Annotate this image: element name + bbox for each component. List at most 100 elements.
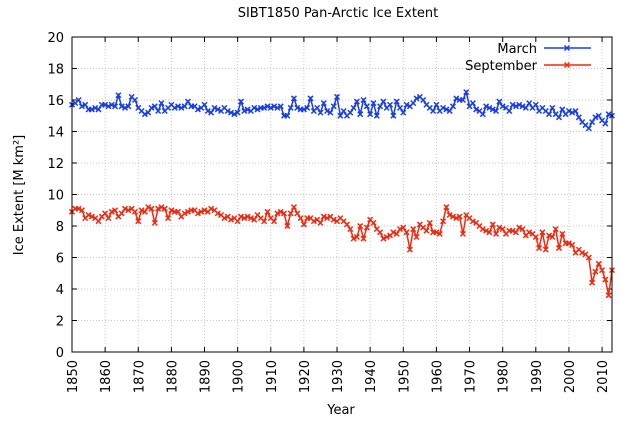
march-point	[254, 106, 261, 113]
september-point	[390, 229, 397, 236]
march-point	[251, 104, 258, 111]
y-tick-label: 14	[47, 126, 64, 141]
march-point	[274, 104, 281, 111]
march-point	[324, 107, 331, 115]
september-point	[605, 292, 612, 299]
chart-title: SIBT1850 Pan-Arctic Ice Extent	[238, 6, 439, 21]
september-point	[131, 208, 138, 215]
september-point	[559, 230, 566, 237]
march-point	[489, 106, 496, 113]
september-point	[595, 260, 602, 267]
march-point	[261, 104, 268, 111]
march-point	[224, 107, 231, 115]
march-point	[211, 104, 218, 111]
september-point	[320, 213, 327, 220]
march-point	[78, 103, 85, 110]
y-tick-label: 0	[56, 346, 64, 361]
march-point	[307, 95, 314, 102]
september-point	[141, 208, 148, 215]
march-point	[377, 103, 384, 110]
march-point	[241, 107, 248, 115]
september-point	[168, 207, 175, 214]
september-point	[539, 229, 546, 236]
legend-label-september: September	[465, 59, 538, 74]
march-point	[499, 103, 506, 110]
september-point	[546, 232, 553, 239]
march-point	[589, 119, 596, 126]
march-point	[277, 103, 284, 110]
x-tick-label: 1870	[132, 360, 147, 393]
march-point	[506, 107, 513, 115]
september-point	[271, 218, 278, 225]
march-point	[75, 96, 82, 104]
march-point	[118, 103, 125, 110]
september-point	[436, 230, 443, 237]
september-point	[555, 245, 563, 252]
september-point	[198, 208, 205, 215]
march-point	[231, 111, 238, 118]
september-point	[194, 210, 201, 217]
september-point	[479, 226, 486, 233]
march-point	[559, 106, 566, 113]
march-point	[125, 103, 132, 110]
y-tick-label: 20	[47, 31, 64, 46]
march-point	[575, 114, 582, 121]
september-point	[108, 208, 115, 215]
september-point	[483, 227, 490, 234]
march-point	[178, 104, 185, 111]
x-axis-label: Year	[326, 403, 355, 418]
september-point	[310, 218, 317, 225]
march-point	[363, 103, 370, 110]
march-point	[184, 98, 191, 105]
march-point	[284, 112, 291, 119]
september-point	[287, 210, 294, 217]
march-point	[131, 96, 138, 104]
x-tick-label: 1990	[530, 360, 545, 393]
september-point	[493, 230, 500, 237]
september-point	[330, 216, 337, 223]
march-point	[469, 100, 476, 107]
series-september	[68, 204, 616, 299]
september-point	[181, 210, 188, 217]
september-point	[459, 230, 466, 237]
plot-frame	[71, 36, 613, 353]
march-point	[569, 109, 576, 116]
september-point	[599, 267, 606, 274]
september-point	[290, 204, 297, 211]
march-point	[82, 101, 89, 108]
september-point	[201, 207, 208, 214]
march-point	[148, 104, 155, 111]
september-point	[585, 254, 592, 261]
september-point	[227, 216, 235, 223]
march-point	[201, 101, 208, 108]
march-point	[555, 114, 563, 121]
series-march	[68, 89, 616, 132]
march-point	[155, 107, 162, 115]
march-point	[516, 101, 523, 108]
x-tick-label: 2010	[596, 360, 611, 393]
september-point	[264, 208, 271, 215]
september-point	[542, 246, 549, 253]
x-tick-label: 1900	[232, 360, 247, 393]
september-point	[155, 205, 162, 212]
march-point	[174, 103, 182, 110]
september-point	[406, 246, 413, 253]
march-point	[304, 104, 311, 111]
y-tick-label: 4	[56, 283, 64, 298]
march-point	[141, 111, 148, 118]
march-point	[353, 98, 360, 105]
march-point	[237, 98, 244, 105]
september-point	[221, 215, 228, 222]
september-point	[413, 233, 420, 241]
march-point	[151, 103, 158, 110]
september-point	[486, 229, 493, 236]
legend-marker-march	[563, 44, 571, 52]
march-point	[357, 111, 364, 118]
march-point	[330, 103, 337, 110]
legend-marker-september	[563, 61, 571, 69]
march-point	[112, 103, 119, 110]
september-point	[85, 211, 92, 219]
september-point	[145, 204, 152, 211]
march-point	[88, 106, 95, 113]
x-tick-label: 1920	[298, 360, 313, 393]
